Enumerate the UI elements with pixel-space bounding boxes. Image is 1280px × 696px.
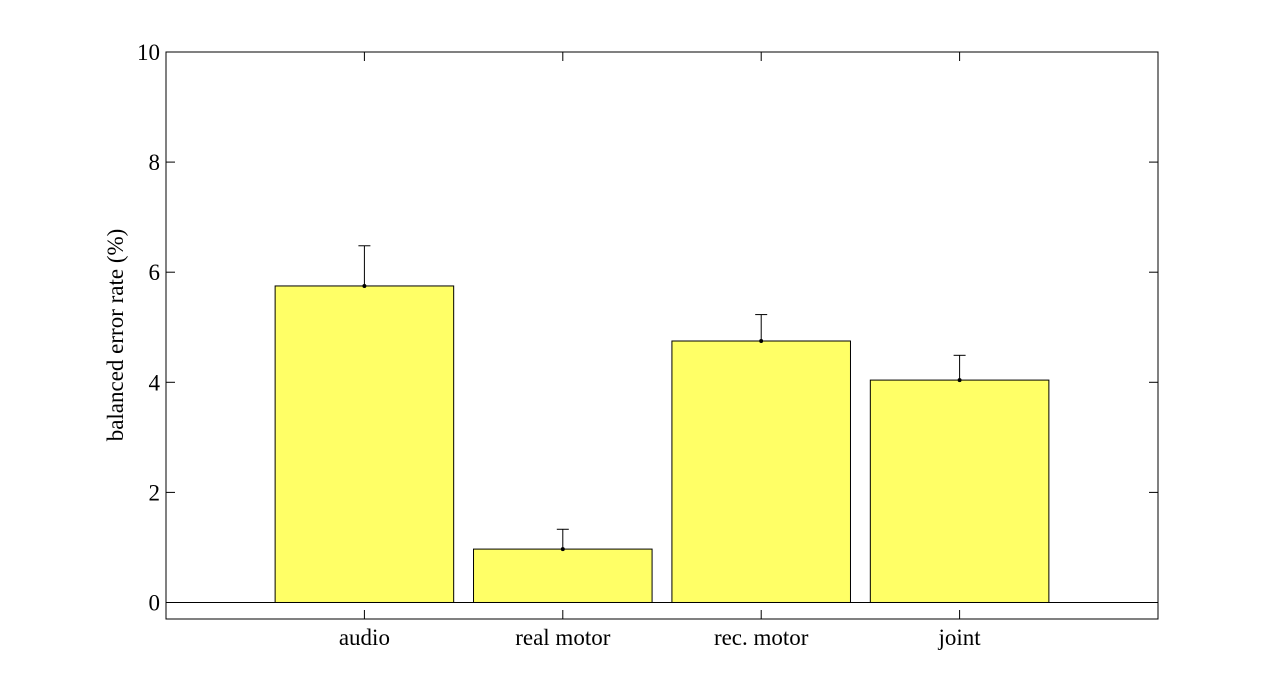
y-axis-ticks: 0 2 4 6 8 10 [137,40,1158,615]
x-tick-label: joint [938,625,982,650]
y-tick-label: 10 [137,40,160,65]
y-tick-label: 6 [149,260,161,285]
plot-frame [165,51,1159,620]
x-tick-label: rec. motor [714,625,809,650]
error-bar [755,314,768,344]
error-bar [953,354,966,383]
error-bars-group [358,245,966,552]
y-tick-label: 0 [149,590,161,615]
x-tick-label: real motor [515,625,610,650]
x-axis-ticks: audio real motor rec. motor joint [339,52,981,650]
bar-rec-motor [671,340,851,603]
error-bar [556,528,569,552]
bar-joint [869,379,1050,603]
x-tick-label: audio [339,625,390,650]
y-tick-label: 8 [149,150,161,175]
y-axis-label: balanced error rate (%) [103,229,128,442]
bars-group [274,285,1050,603]
y-tick-label: 2 [149,480,161,505]
y-tick-label: 4 [149,370,161,395]
bar-audio [274,285,455,603]
bar-real-motor [473,548,653,603]
error-bar [358,245,371,288]
